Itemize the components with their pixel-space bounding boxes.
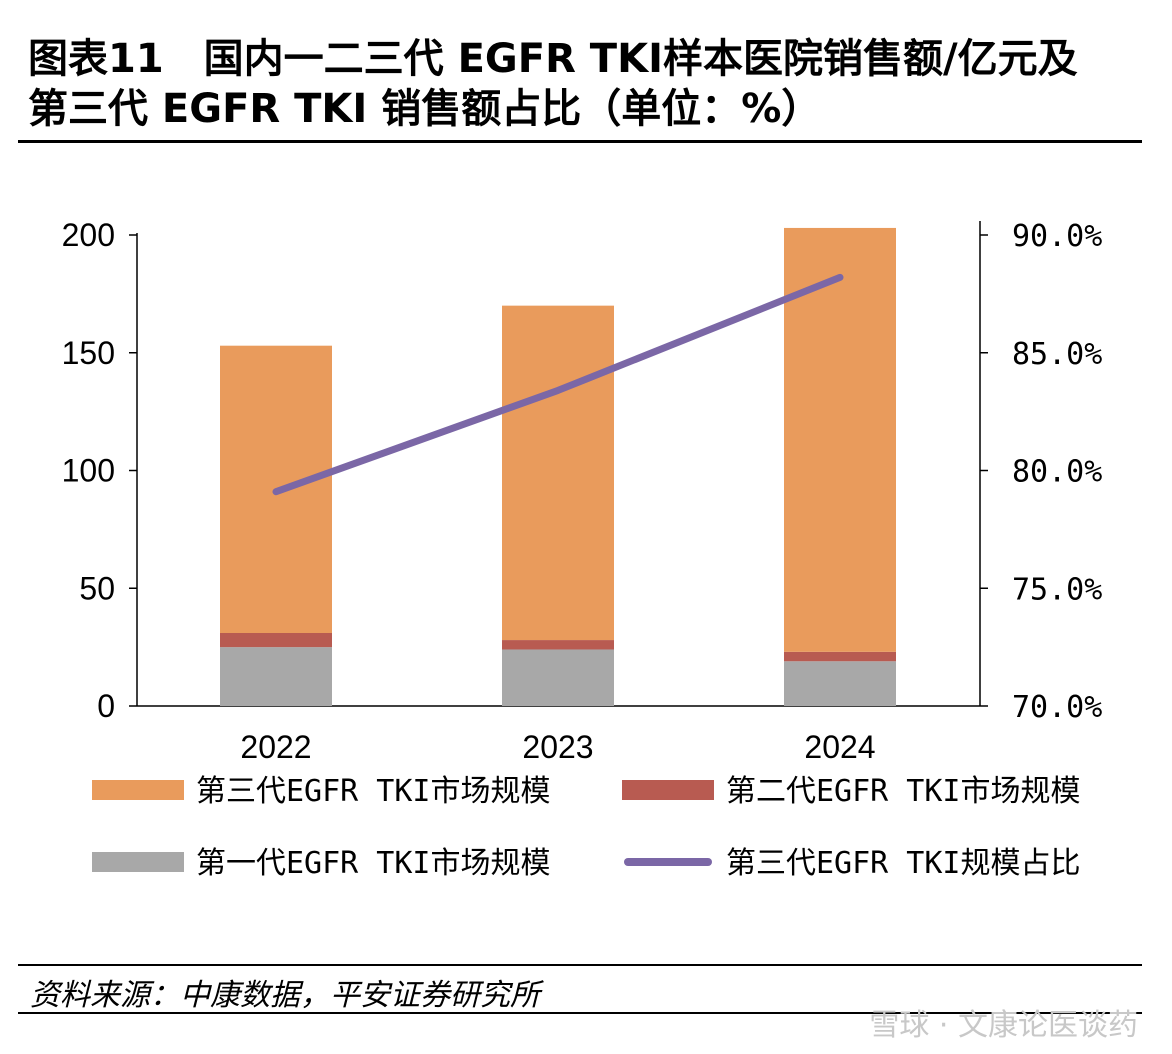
right-tick-label: 75.0%	[1012, 572, 1102, 607]
chart-title: 图表11 国内一二三代 EGFR TKI样本医院销售额/亿元及 第三代 EGFR…	[28, 34, 1148, 134]
left-tick-label: 50	[79, 570, 115, 606]
bar-first-gen-2023	[502, 649, 614, 706]
x-tick-label: 2023	[522, 729, 593, 765]
left-tick-label: 100	[62, 453, 115, 489]
chart-canvas: 0 50 100 150 200 70.0% 75.0% 80.0% 85.0% 90.0% 202…	[62, 217, 1103, 881]
watermark: 雪球 · 文康论医谈药	[869, 1008, 1138, 1043]
bar-second-gen-2023	[502, 640, 614, 650]
title-line-2: 第三代 EGFR TKI 销售额占比（单位：%）	[28, 86, 822, 132]
footer-divider	[18, 964, 1142, 966]
right-tick-label: 90.0%	[1012, 219, 1102, 254]
bar-third-gen-2024	[784, 227, 896, 652]
right-tick-label: 85.0%	[1012, 337, 1102, 372]
legend-label-third-gen: 第三代EGFR TKI市场规模	[196, 774, 551, 809]
left-tick-label: 0	[97, 688, 115, 724]
legend-label-share-line: 第三代EGFR TKI规模占比	[726, 846, 1081, 881]
legend-swatch-third-gen	[92, 780, 184, 800]
right-tick-label: 70.0%	[1012, 690, 1102, 725]
bar-first-gen-2022	[220, 647, 332, 706]
legend-swatch-second-gen	[622, 780, 714, 800]
x-tick-label: 2022	[240, 729, 311, 765]
legend-swatch-first-gen	[92, 852, 184, 872]
footer-bottom-rule	[18, 1012, 1142, 1014]
bar-second-gen-2024	[784, 651, 896, 662]
legend-label-second-gen: 第二代EGFR TKI市场规模	[726, 774, 1081, 809]
x-tick-label: 2024	[804, 729, 875, 765]
right-tick-label: 80.0%	[1012, 455, 1102, 490]
title-divider	[18, 140, 1142, 143]
left-tick-label: 150	[62, 335, 115, 371]
source-note: 资料来源：中康数据，平安证券研究所	[30, 978, 540, 1013]
left-tick-label: 200	[62, 217, 115, 253]
bar-third-gen-2023	[502, 305, 614, 641]
bar-first-gen-2024	[784, 661, 896, 706]
title-line-1: 图表11 国内一二三代 EGFR TKI样本医院销售额/亿元及	[28, 36, 1078, 82]
legend-label-first-gen: 第一代EGFR TKI市场规模	[196, 846, 551, 881]
bar-second-gen-2022	[220, 632, 332, 648]
